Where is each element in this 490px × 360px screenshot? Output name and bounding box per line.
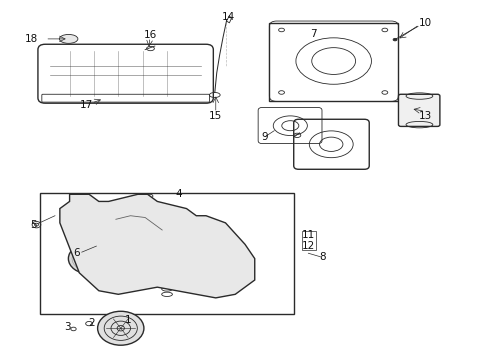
Text: 12: 12: [302, 241, 315, 251]
Ellipse shape: [98, 311, 144, 345]
Text: 11: 11: [302, 230, 315, 240]
Text: 2: 2: [88, 318, 95, 328]
Text: 3: 3: [64, 322, 71, 332]
Text: 18: 18: [24, 34, 38, 44]
Text: 5: 5: [30, 220, 36, 230]
Text: 14: 14: [221, 13, 235, 22]
Text: 8: 8: [319, 252, 326, 262]
Ellipse shape: [69, 243, 110, 274]
Text: 4: 4: [176, 189, 183, 199]
Text: 13: 13: [418, 111, 432, 121]
Bar: [302, 231, 316, 249]
Text: 15: 15: [209, 111, 222, 121]
Bar: [270, 23, 398, 102]
FancyBboxPatch shape: [398, 94, 440, 126]
Text: 7: 7: [310, 28, 317, 39]
Ellipse shape: [154, 224, 200, 258]
Text: 16: 16: [144, 30, 157, 40]
Text: 9: 9: [261, 132, 268, 142]
Bar: [40, 193, 294, 314]
Ellipse shape: [59, 35, 78, 43]
Ellipse shape: [393, 39, 397, 41]
Text: 10: 10: [419, 18, 432, 28]
Text: 17: 17: [80, 100, 93, 110]
Text: 6: 6: [74, 248, 80, 258]
Text: 1: 1: [125, 315, 131, 325]
Polygon shape: [60, 194, 255, 298]
